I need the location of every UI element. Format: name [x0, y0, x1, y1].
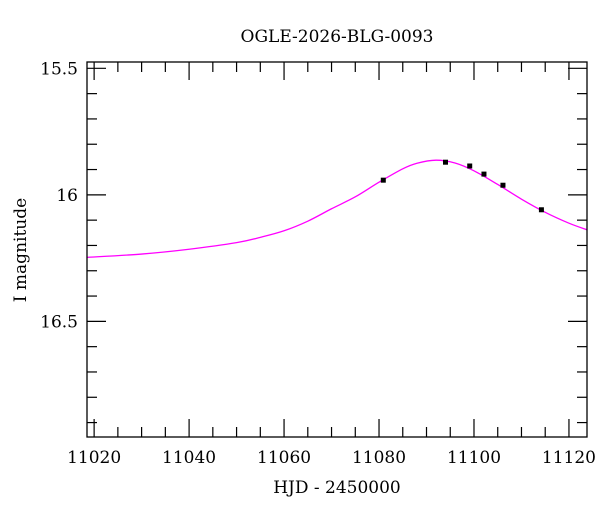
data-point — [481, 171, 487, 177]
x-tick-label: 11060 — [257, 448, 311, 468]
data-point — [538, 207, 544, 213]
x-tick-label: 11080 — [352, 448, 406, 468]
y-tick-label: 16 — [56, 186, 78, 206]
data-point — [467, 163, 473, 169]
y-tick-label: 16.5 — [40, 312, 78, 332]
x-tick-label: 11120 — [542, 448, 596, 468]
plot-content — [87, 159, 587, 258]
data-point — [442, 159, 448, 165]
y-tick-label: 15.5 — [40, 59, 78, 79]
x-axis-label: HJD - 2450000 — [273, 478, 401, 498]
x-tick-label: 11100 — [447, 448, 501, 468]
data-point — [380, 177, 386, 183]
x-tick-label: 11020 — [67, 448, 121, 468]
data-point — [500, 182, 506, 188]
chart-title: OGLE-2026-BLG-0093 — [241, 27, 434, 47]
axis-ticks — [87, 62, 587, 437]
plot-frame — [86, 61, 588, 438]
axis-tick-labels: 11020 11040 11060 11080 11100 11120 15.5 16 16.5 — [40, 59, 596, 468]
y-axis-label: I magnitude — [11, 198, 31, 302]
model-curve — [87, 159, 587, 258]
x-tick-label: 11040 — [162, 448, 216, 468]
